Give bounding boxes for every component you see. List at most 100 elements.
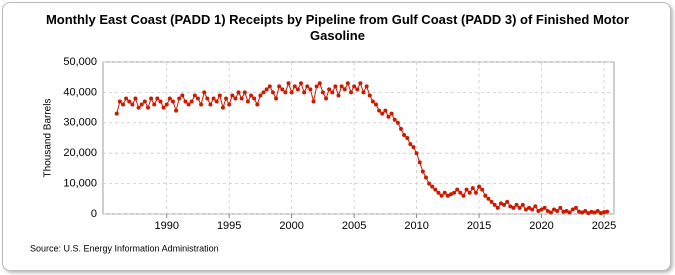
data-point bbox=[477, 184, 482, 189]
data-point bbox=[430, 184, 435, 189]
data-point bbox=[124, 96, 129, 101]
data-point bbox=[483, 193, 488, 198]
data-point bbox=[302, 90, 307, 95]
chart-title: Monthly East Coast (PADD 1) Receipts by … bbox=[45, 12, 630, 43]
data-point bbox=[145, 105, 150, 110]
data-point bbox=[536, 208, 541, 213]
data-point bbox=[292, 84, 297, 89]
data-point bbox=[286, 81, 291, 86]
data-point bbox=[555, 208, 560, 213]
data-point bbox=[164, 102, 169, 107]
x-tick-label: 2025 bbox=[592, 220, 616, 232]
data-point bbox=[245, 99, 250, 104]
data-point bbox=[389, 111, 394, 116]
data-point bbox=[174, 108, 179, 113]
data-point bbox=[342, 87, 347, 92]
x-tick-label: 2000 bbox=[279, 220, 303, 232]
data-point bbox=[542, 205, 547, 210]
data-point bbox=[305, 84, 310, 89]
data-point bbox=[252, 96, 257, 101]
y-tick-label: 50,000 bbox=[63, 56, 97, 68]
data-point bbox=[470, 186, 475, 191]
data-point bbox=[220, 105, 225, 110]
data-point bbox=[189, 99, 194, 104]
data-point bbox=[295, 87, 300, 92]
data-point bbox=[498, 201, 503, 206]
data-point bbox=[155, 96, 160, 101]
data-point bbox=[205, 96, 210, 101]
data-point bbox=[383, 108, 388, 113]
data-point bbox=[214, 99, 219, 104]
data-point bbox=[395, 120, 400, 125]
data-point bbox=[192, 93, 197, 98]
data-point bbox=[583, 208, 588, 213]
data-point bbox=[427, 181, 432, 186]
data-point bbox=[445, 193, 450, 198]
data-point bbox=[333, 84, 338, 89]
data-point bbox=[167, 96, 172, 101]
data-point bbox=[467, 190, 472, 195]
data-point bbox=[545, 208, 550, 213]
data-point bbox=[367, 93, 372, 98]
data-point bbox=[280, 87, 285, 92]
data-point bbox=[349, 90, 354, 95]
data-point bbox=[417, 160, 422, 165]
x-tick-label: 2020 bbox=[529, 220, 553, 232]
x-tick-label: 1995 bbox=[217, 220, 241, 232]
data-point bbox=[423, 175, 428, 180]
data-point bbox=[511, 205, 516, 210]
data-point bbox=[239, 96, 244, 101]
y-tick-label: 10,000 bbox=[63, 178, 97, 190]
data-point bbox=[602, 210, 607, 215]
frame bbox=[2, 2, 671, 271]
data-point bbox=[520, 202, 525, 207]
data-point bbox=[392, 117, 397, 122]
data-point bbox=[517, 205, 522, 210]
data-point bbox=[308, 87, 313, 92]
data-point bbox=[402, 132, 407, 137]
data-point bbox=[158, 99, 163, 104]
data-point bbox=[358, 81, 363, 86]
data-point bbox=[508, 204, 513, 209]
data-point bbox=[249, 93, 254, 98]
data-point bbox=[258, 93, 263, 98]
data-point bbox=[377, 108, 382, 113]
data-point bbox=[264, 87, 269, 92]
data-point bbox=[523, 207, 528, 212]
data-point bbox=[420, 169, 425, 174]
data-point bbox=[336, 93, 341, 98]
data-point bbox=[161, 105, 166, 110]
data-point bbox=[355, 87, 360, 92]
data-point bbox=[139, 102, 144, 107]
data-point bbox=[152, 102, 157, 107]
data-point bbox=[142, 99, 147, 104]
data-point bbox=[411, 145, 416, 150]
data-point bbox=[177, 96, 182, 101]
data-point bbox=[170, 99, 175, 104]
data-point bbox=[414, 151, 419, 156]
y-tick-label: 30,000 bbox=[63, 117, 97, 129]
data-point bbox=[495, 205, 500, 210]
data-point bbox=[339, 84, 344, 89]
data-point bbox=[548, 210, 553, 215]
data-point bbox=[127, 99, 132, 104]
data-point bbox=[224, 96, 229, 101]
data-point bbox=[180, 93, 185, 98]
data-point bbox=[283, 90, 288, 95]
data-point bbox=[408, 142, 413, 147]
data-point bbox=[380, 111, 385, 116]
data-point bbox=[233, 96, 238, 101]
y-tick-label: 20,000 bbox=[63, 147, 97, 159]
data-point bbox=[114, 111, 119, 116]
y-tick-label: 0 bbox=[91, 208, 97, 220]
data-point bbox=[564, 208, 569, 213]
data-point bbox=[330, 90, 335, 95]
data-point bbox=[299, 81, 304, 86]
data-point bbox=[352, 84, 357, 89]
data-point bbox=[130, 102, 135, 107]
x-tick-label: 1990 bbox=[154, 220, 178, 232]
plot-frame bbox=[102, 61, 615, 215]
data-point bbox=[598, 211, 603, 216]
x-tick-label: 2015 bbox=[467, 220, 491, 232]
